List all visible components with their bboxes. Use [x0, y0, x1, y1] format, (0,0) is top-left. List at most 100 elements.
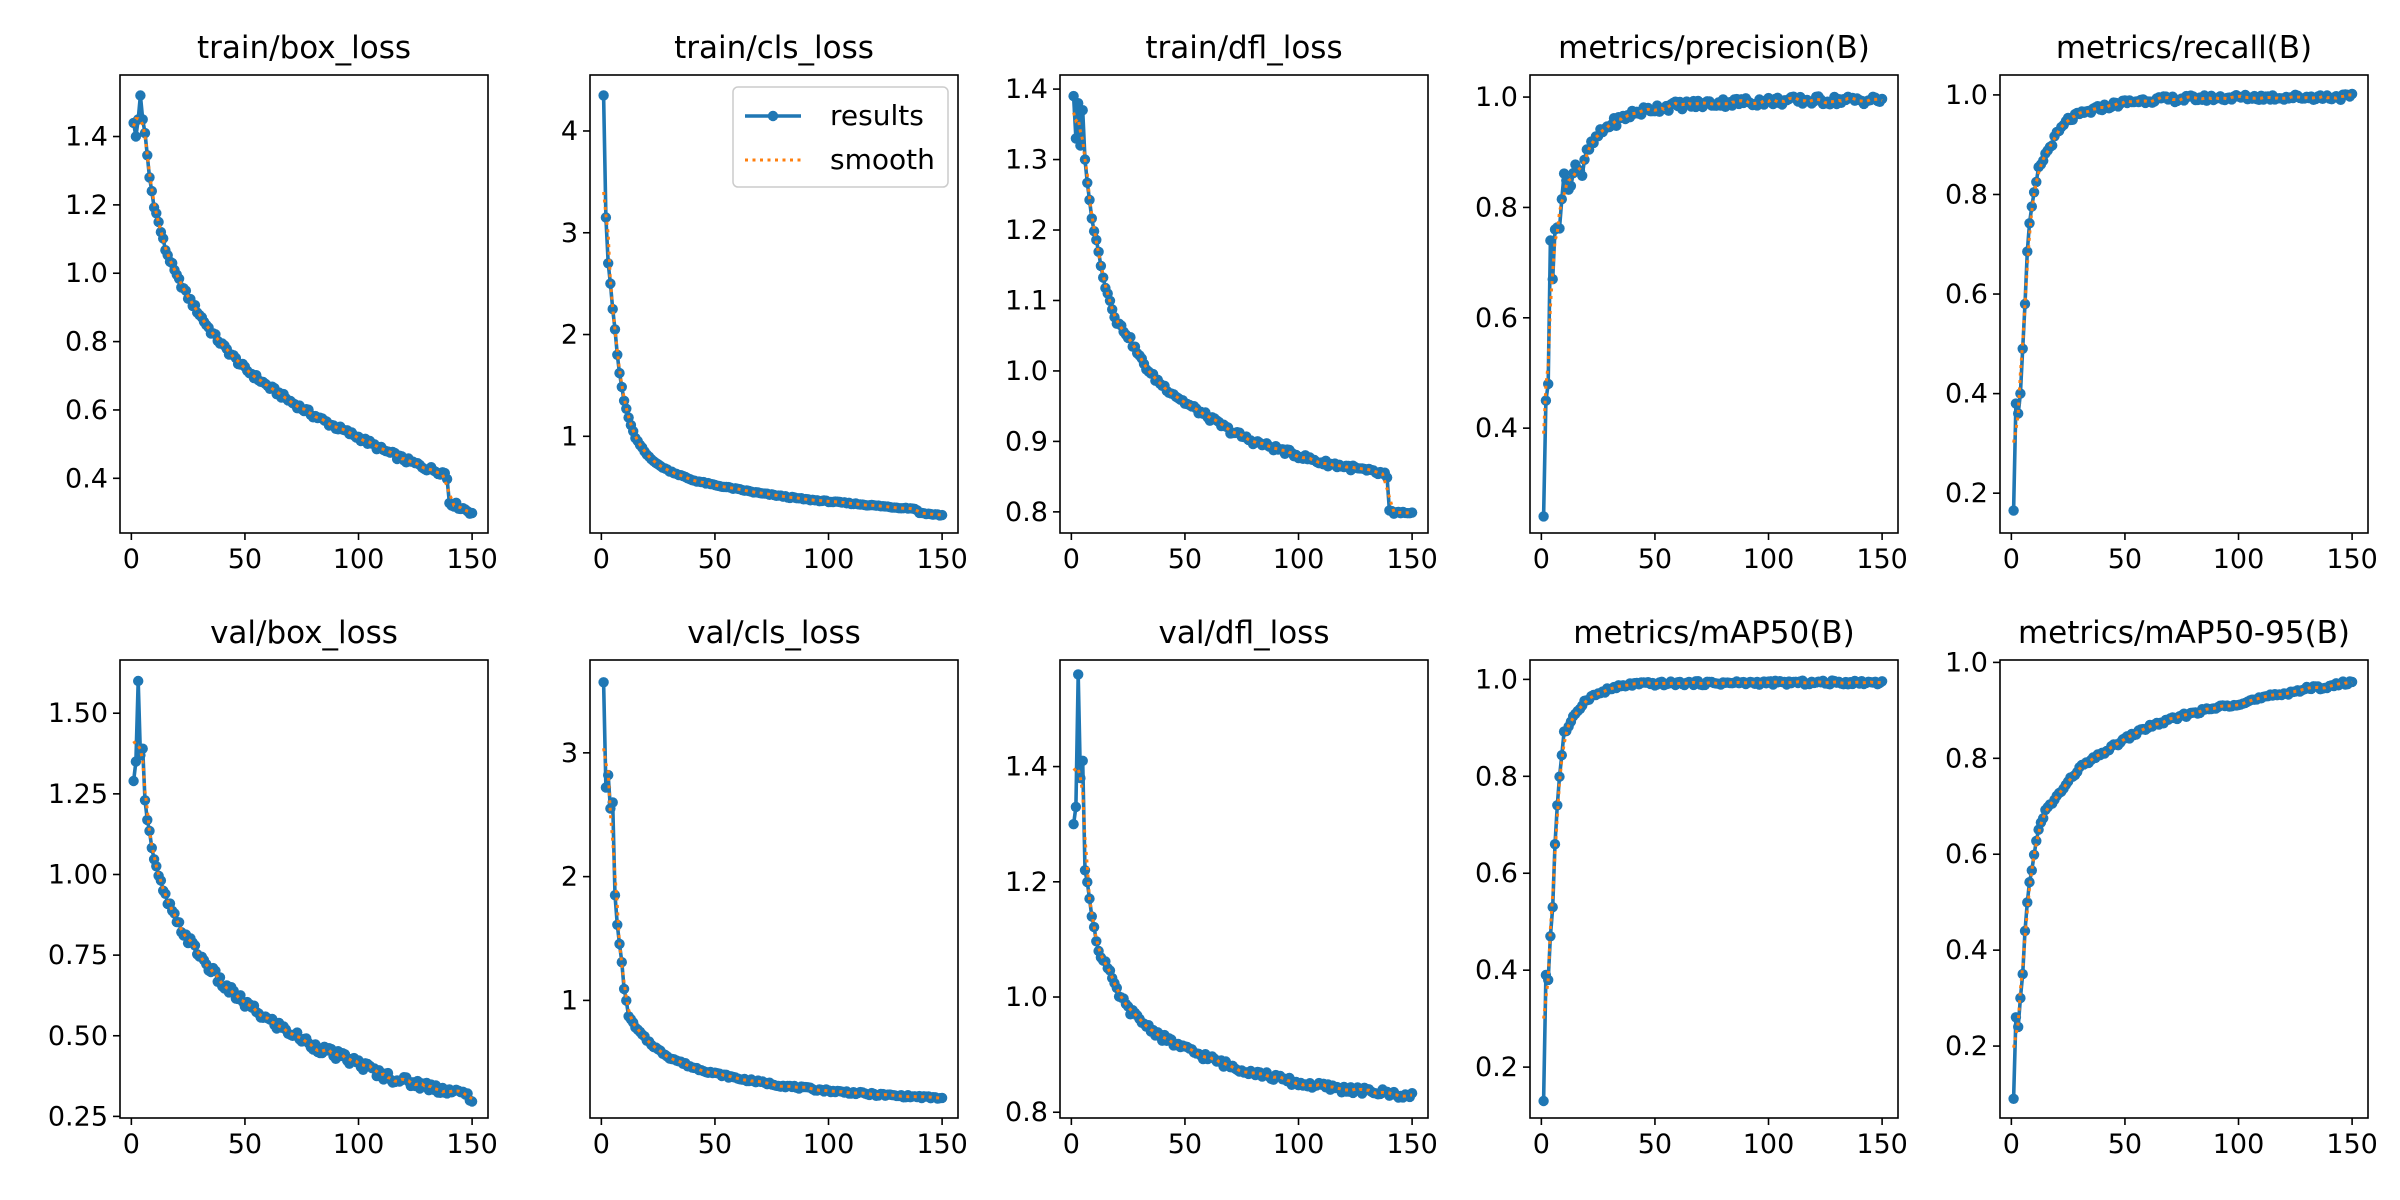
chart-title: val/box_loss [210, 615, 398, 651]
chart-title: metrics/mAP50-95(B) [2018, 615, 2350, 651]
results-point [1538, 1095, 1549, 1107]
plot-area [598, 677, 948, 1104]
y-tick-label: 0.4 [1945, 935, 1988, 966]
chart-title: train/box_loss [197, 30, 411, 66]
x-tick-label: 100 [333, 544, 385, 575]
plot-area [2008, 676, 2358, 1105]
results-point [2022, 897, 2033, 908]
plot-area [128, 90, 478, 519]
results-point [2028, 849, 2040, 860]
results-point [130, 131, 142, 142]
chart-panel-9: metrics/mAP50(B) 0 50 100 150 0.2 0.4 0.6 0.8 1.0 [1475, 615, 1908, 1160]
results-point [2015, 992, 2026, 1004]
chart-panel-5: metrics/recall(B) 0 50 100 150 0.2 0.4 0.6 0.8 1.… [1945, 30, 2378, 575]
results-point [936, 509, 948, 521]
plot-frame [1999, 74, 2369, 534]
results-point [144, 172, 155, 183]
chart-title: metrics/recall(B) [2056, 30, 2312, 66]
chart-title: train/cls_loss [674, 30, 874, 66]
plot-frame [1059, 74, 1429, 534]
plot-area [1538, 675, 1888, 1107]
y-tick-label: 0.8 [1475, 192, 1518, 223]
x-tick-label: 0 [123, 544, 140, 575]
chart-panel-4: metrics/precision(B) 0 50 100 150 0.4 0.6 0.8 1.… [1475, 30, 1908, 575]
x-tick-label: 0 [1533, 1129, 1550, 1160]
plot-area [598, 90, 948, 521]
smooth-series-line [132, 117, 473, 515]
results-point [142, 150, 153, 161]
results-point [598, 90, 609, 101]
y-tick-label: 0.6 [65, 395, 108, 426]
legend-results-marker [767, 110, 779, 122]
results-point [1077, 105, 1088, 116]
y-tick-label: 0.50 [48, 1021, 108, 1052]
plot-frame [589, 74, 959, 534]
y-tick-label: 1.00 [48, 859, 108, 890]
results-point [1077, 755, 1088, 766]
x-tick-label: 100 [803, 1129, 855, 1160]
results-point [1547, 274, 1558, 285]
y-tick-label: 0.2 [1945, 1031, 1988, 1062]
y-tick-label: 1.0 [1475, 82, 1518, 113]
results-point [612, 349, 623, 360]
x-tick-label: 150 [1386, 544, 1438, 575]
y-tick-label: 0.2 [1475, 1052, 1518, 1083]
results-point [600, 782, 612, 793]
results-point [1540, 395, 1552, 406]
results-point [2008, 505, 2019, 516]
results-series-line [1071, 672, 1414, 1100]
results-point [133, 675, 144, 687]
x-tick-label: 150 [916, 544, 968, 575]
results-point [600, 212, 612, 223]
results-series-line [1541, 678, 1884, 1102]
y-tick-label: 1.4 [1005, 752, 1048, 783]
results-point [1876, 93, 1888, 105]
results-point [1075, 140, 1086, 151]
results-point [2028, 187, 2040, 198]
chart-title: val/dfl_loss [1159, 615, 1330, 651]
legend-box [732, 86, 949, 188]
results-point [2026, 865, 2038, 876]
results-point [2346, 88, 2358, 100]
plot-frame [1529, 74, 1899, 534]
x-tick-label: 50 [698, 544, 732, 575]
y-tick-label: 1 [561, 421, 578, 452]
y-tick-label: 0.8 [1005, 1097, 1048, 1128]
results-point [1406, 507, 1418, 518]
x-tick-label: 100 [2213, 1129, 2265, 1160]
results-series-line [1071, 96, 1413, 516]
plot-area [2008, 88, 2358, 516]
results-point [2008, 1093, 2019, 1105]
y-tick-label: 0.8 [1945, 743, 1988, 774]
legend-smooth-label: smooth [830, 143, 935, 176]
results-point [2022, 246, 2033, 257]
results-point [2013, 1021, 2024, 1033]
results-point [616, 957, 627, 968]
chart-panel-3: train/dfl_loss 0 50 100 150 0.8 0.9 1.0 1.1 1.2 1.… [1005, 30, 1438, 575]
y-tick-label: 0.4 [1945, 379, 1988, 410]
x-tick-label: 100 [803, 544, 855, 575]
results-point [2017, 968, 2028, 980]
results-point [1091, 234, 1102, 246]
y-tick-label: 1.0 [1005, 356, 1048, 387]
y-tick-label: 0.4 [1475, 955, 1518, 986]
smooth-series-line [1542, 96, 1883, 434]
results-point [1084, 194, 1095, 206]
y-tick-label: 0.9 [1005, 426, 1048, 457]
smooth-series-line [1542, 680, 1883, 1019]
x-tick-label: 50 [1638, 1129, 1672, 1160]
x-tick-label: 0 [1063, 1129, 1080, 1160]
y-tick-label: 1.2 [1005, 215, 1048, 246]
results-series-line [1541, 94, 1884, 517]
x-tick-label: 100 [2213, 544, 2265, 575]
y-tick-label: 1.2 [1005, 867, 1048, 898]
y-tick-label: 3 [561, 738, 578, 769]
x-tick-label: 50 [1168, 544, 1202, 575]
plot-area [1068, 669, 1418, 1103]
results-series-line [131, 93, 473, 516]
y-tick-label: 1.0 [1945, 80, 1988, 111]
x-tick-label: 0 [123, 1129, 140, 1160]
results-point [1070, 801, 1082, 813]
y-tick-label: 0.4 [1475, 413, 1518, 444]
results-point [137, 114, 148, 125]
